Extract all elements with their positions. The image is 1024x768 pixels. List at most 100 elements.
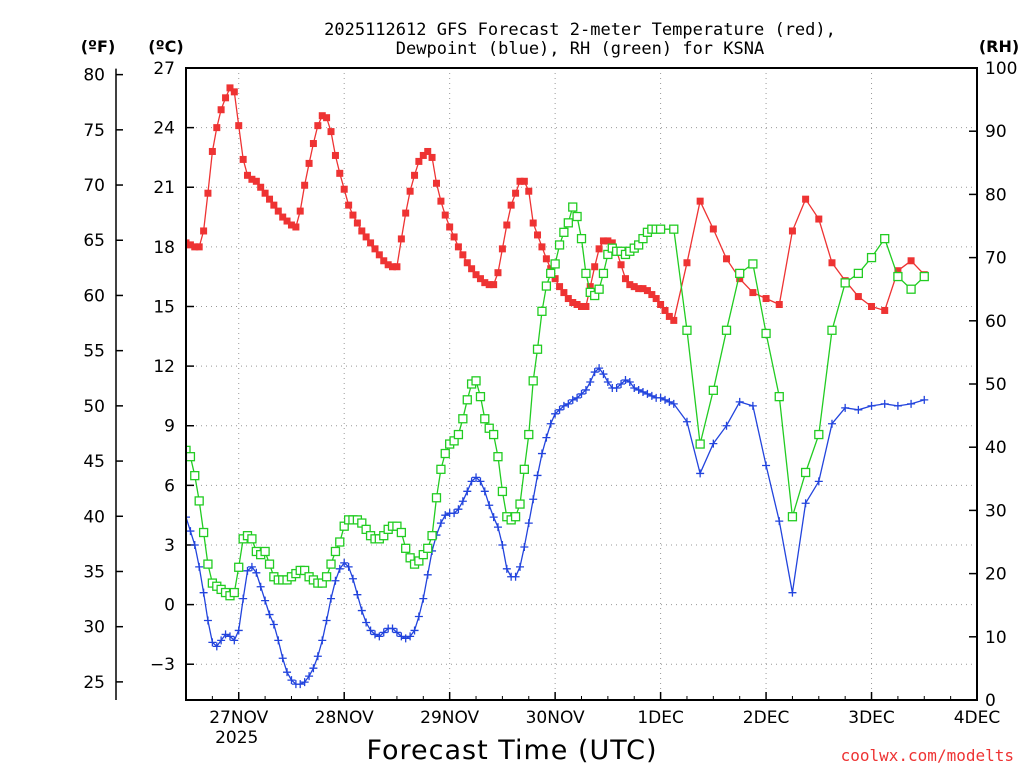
dewpoint-point [340, 558, 349, 567]
dewpoint-point [397, 632, 406, 641]
fahrenheit-tick-label: 70 [83, 176, 105, 196]
fahrenheit-tick-label: 80 [83, 66, 105, 86]
chart-title-line2: Dewpoint (blue), RH (green) for KSNA [396, 39, 764, 59]
temperature-point [534, 231, 542, 239]
dewpoint-point [493, 523, 502, 532]
rh-point [866, 252, 877, 263]
rh-point [475, 391, 486, 402]
dewpoint-point [920, 395, 929, 404]
fahrenheit-unit-label: (ºF) [81, 37, 116, 56]
dewpoint-point [573, 393, 582, 402]
temperature-point [450, 233, 458, 241]
rh-point [748, 259, 758, 269]
rh-point [462, 395, 472, 405]
temperature-point [213, 124, 221, 132]
dewpoint-point [388, 624, 397, 633]
dewpoint-point [348, 574, 357, 583]
x-tick-label: 3DEC [848, 708, 895, 728]
rh-point [919, 271, 929, 282]
fahrenheit-tick-label: 60 [83, 286, 105, 306]
rh-point [488, 429, 499, 440]
rh-point [537, 306, 547, 316]
dewpoint-point [195, 562, 204, 571]
temperature-point [367, 239, 375, 247]
dewpoint-point [788, 588, 797, 597]
temperature-point [868, 302, 876, 310]
temperature-point [397, 235, 405, 243]
rh-point [186, 445, 191, 456]
temperature-point [630, 283, 638, 291]
x-tick-sublabel: 2025 [215, 728, 258, 748]
temperature-point [261, 189, 269, 197]
rh-point [594, 284, 604, 294]
temperature-point [490, 281, 498, 289]
dewpoint-point [502, 564, 511, 573]
dewpoint-point [516, 562, 525, 571]
rh-point [814, 429, 824, 440]
rh-point [198, 527, 209, 538]
dewpoint-point [414, 612, 423, 621]
temperature-point [226, 84, 234, 92]
temperature-point [305, 159, 313, 167]
dewpoint-point [423, 570, 432, 579]
fahrenheit-tick-label: 25 [83, 673, 105, 693]
dewpoint-point [551, 409, 560, 418]
temperature-point [854, 293, 862, 301]
dewpoint-point [682, 417, 691, 426]
temperature-point [393, 263, 401, 271]
temperature-point [274, 207, 282, 215]
dewpoint-point [296, 680, 305, 689]
temperature-point [578, 302, 585, 310]
dewpoint-point [243, 566, 252, 575]
dewpoint-point [638, 387, 647, 396]
celsius-tick-label: 9 [164, 417, 175, 437]
rh-point [427, 531, 437, 541]
rh-point [321, 572, 332, 582]
temperature-point [283, 217, 291, 225]
rh-point [335, 537, 345, 547]
dewpoint-point [480, 487, 489, 496]
dewpoint-point [458, 497, 467, 506]
dewpoint-point [854, 405, 863, 414]
celsius-unit-label: (ºC) [148, 37, 183, 56]
temperature-point [472, 271, 480, 279]
temperature-point [222, 94, 230, 102]
temperature-point [327, 128, 335, 136]
dewpoint-point [709, 439, 718, 448]
rh-point [528, 376, 538, 386]
temperature-point [454, 243, 462, 251]
temperature-point [485, 281, 493, 289]
temperature-point [301, 181, 309, 189]
dewpoint-point [621, 376, 630, 385]
dewpoint-point [735, 397, 744, 406]
dewpoint-point [252, 568, 261, 577]
temperature-point [384, 261, 392, 269]
dewpoint-point [581, 385, 590, 394]
plot-frame [185, 67, 978, 701]
dewpoint-point [634, 385, 643, 394]
temperature-point [907, 257, 915, 265]
dewpoint-point [603, 378, 612, 387]
dewpoint-point [256, 582, 265, 591]
rh-point [774, 391, 784, 402]
celsius-tick-label: 0 [164, 596, 175, 616]
temperature-point [195, 243, 203, 251]
temperature-point [582, 302, 590, 310]
dewpoint-point [230, 636, 239, 645]
temperature-point [542, 255, 550, 263]
rh-point [721, 325, 732, 335]
temperature-point [331, 151, 339, 159]
rh-point [572, 211, 582, 222]
temperature-point [432, 179, 440, 187]
temperature-point [507, 201, 515, 209]
rh-point [440, 448, 450, 459]
temperature-point [516, 177, 524, 185]
rh-point [431, 493, 442, 503]
temperature-point [406, 187, 414, 195]
temperature-point [419, 151, 427, 159]
rh-point [554, 240, 565, 250]
temperature-point [652, 295, 660, 303]
rh-point [401, 543, 411, 553]
dewpoint-point [441, 511, 450, 520]
rh-point [880, 233, 890, 244]
